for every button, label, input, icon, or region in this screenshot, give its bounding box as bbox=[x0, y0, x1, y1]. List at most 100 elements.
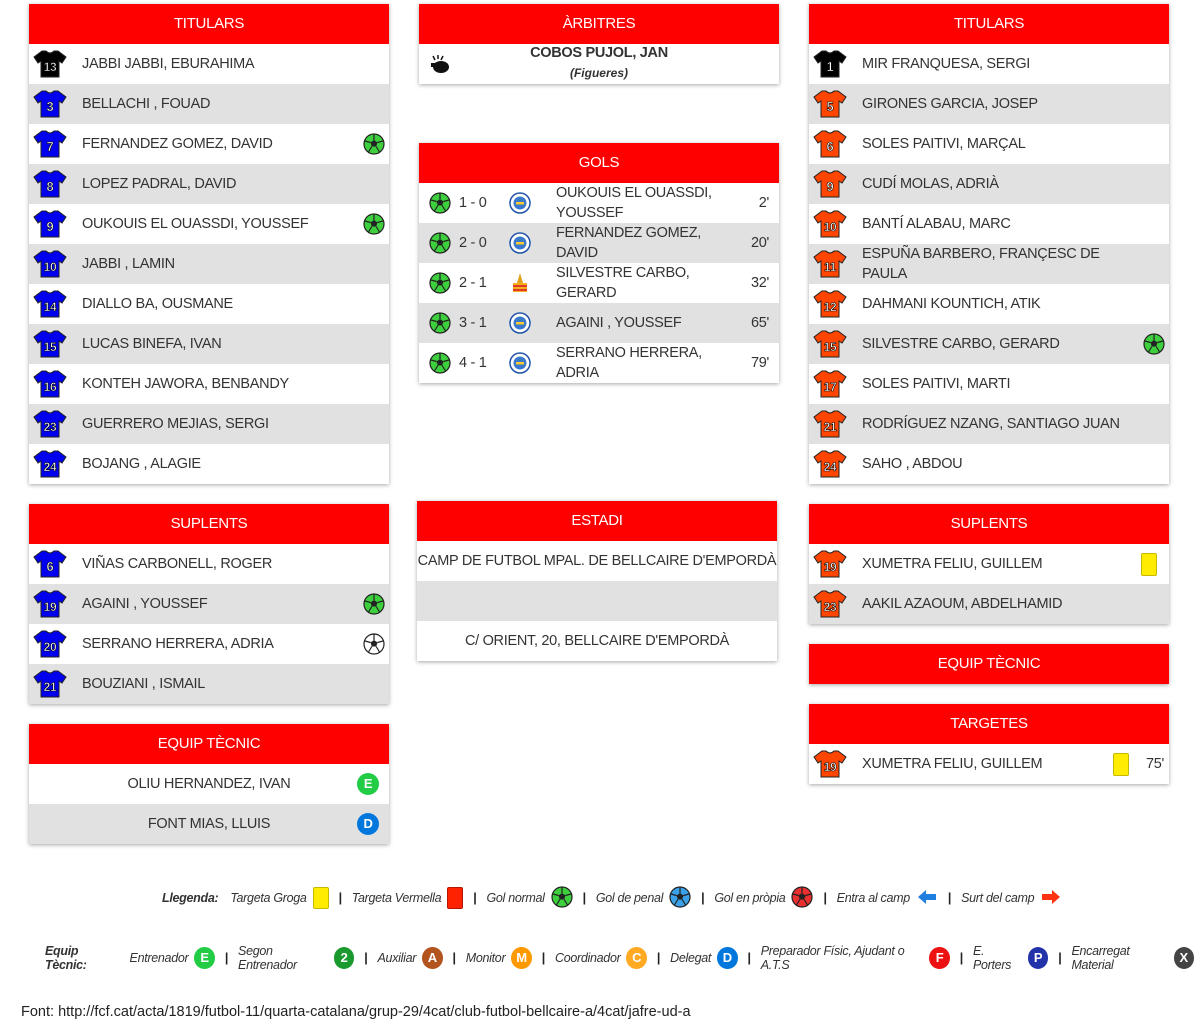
yellow-card-icon bbox=[1113, 753, 1129, 776]
player-row[interactable]: 19 XUMETRA FELIU, GUILLEM bbox=[809, 544, 1169, 584]
player-row[interactable]: 6 VIÑAS CARBONELL, ROGER bbox=[29, 544, 389, 584]
goal-minute: 20' bbox=[751, 235, 769, 251]
player-row[interactable]: 10 BANTÍ ALABAU, MARC bbox=[809, 204, 1169, 244]
player-name: CUDÍ MOLAS, ADRIÀ bbox=[862, 176, 999, 192]
player-row[interactable]: 21 BOUZIANI , ISMAIL bbox=[29, 664, 389, 704]
player-row[interactable]: 8 LOPEZ PADRAL, DAVID bbox=[29, 164, 389, 204]
player-name: RODRÍGUEZ NZANG, SANTIAGO JUAN bbox=[862, 416, 1120, 432]
legend-goal: Gol normal bbox=[486, 891, 545, 905]
svg-text:9: 9 bbox=[827, 179, 834, 194]
goals-header: GOLS bbox=[419, 143, 779, 183]
player-name: SILVESTRE CARBO, GERARD bbox=[862, 336, 1060, 352]
stadium-name-row: CAMP DE FUTBOL MPAL. DE BELLCAIRE D'EMPO… bbox=[417, 541, 777, 581]
legend-own-goal: Gol en pròpia bbox=[714, 891, 786, 905]
player-row[interactable]: 1 MIR FRANQUESA, SERGI bbox=[809, 44, 1169, 84]
legend: Llegenda: Targeta Groga | Targeta Vermel… bbox=[162, 885, 1062, 911]
stadium-blank-row bbox=[417, 581, 777, 621]
player-name: GUERRERO MEJIAS, SERGI bbox=[82, 416, 269, 432]
shirt-number-icon: 14 bbox=[33, 290, 67, 318]
separator: | bbox=[473, 891, 477, 905]
player-name: JABBI JABBI, EBURAHIMA bbox=[82, 56, 255, 72]
separator: | bbox=[224, 951, 229, 965]
shirt-number-icon: 11 bbox=[813, 250, 847, 278]
player-name: BOUZIANI , ISMAIL bbox=[82, 676, 206, 692]
staff-legend-text: Auxiliar bbox=[377, 951, 417, 965]
away-titulars-list: 1 MIR FRANQUESA, SERGI 5 GIRONES GARCIA, JO… bbox=[809, 44, 1169, 484]
player-name: SOLES PAITIVI, MARTI bbox=[862, 376, 1011, 392]
goal-row[interactable]: 2 - 0 FERNANDEZ GOMEZ, DAVID 20' bbox=[419, 223, 779, 263]
shirt-number-icon: 8 bbox=[33, 170, 67, 198]
player-row[interactable]: 17 SOLES PAITIVI, MARTI bbox=[809, 364, 1169, 404]
player-row[interactable]: 9 CUDÍ MOLAS, ADRIÀ bbox=[809, 164, 1169, 204]
player-name: MIR FRANQUESA, SERGI bbox=[862, 56, 1031, 72]
card-minute: 75' bbox=[1146, 756, 1164, 772]
goal-scorer: SERRANO HERRERA, ADRIA bbox=[556, 345, 702, 381]
referee-row[interactable]: COBOS PUJOL, JAN (Figueres) bbox=[419, 44, 779, 84]
goal-score: 1 - 0 bbox=[459, 195, 487, 211]
player-row[interactable]: 6 SOLES PAITIVI, MARÇAL bbox=[809, 124, 1169, 164]
stadium-header: ESTADI bbox=[417, 501, 777, 541]
player-row[interactable]: 5 GIRONES GARCIA, JOSEP bbox=[809, 84, 1169, 124]
entrenador-badge-icon: E bbox=[357, 773, 379, 795]
player-row[interactable]: 23 GUERRERO MEJIAS, SERGI bbox=[29, 404, 389, 444]
team-crest-icon bbox=[509, 192, 531, 214]
svg-text:11: 11 bbox=[824, 260, 837, 274]
player-row[interactable]: 14 DIALLO BA, OUSMANE bbox=[29, 284, 389, 324]
goal-ball-icon bbox=[429, 312, 451, 334]
player-row[interactable]: 13 JABBI JABBI, EBURAHIMA bbox=[29, 44, 389, 84]
goal-row[interactable]: 3 - 1 AGAINI , YOUSSEF 65' bbox=[419, 303, 779, 343]
player-row[interactable]: 15 SILVESTRE CARBO, GERARD bbox=[809, 324, 1169, 364]
player-name: ESPUÑA BARBERO, FRANÇESC DE PAULA bbox=[862, 246, 1100, 282]
staff-role-badge-icon: E bbox=[194, 947, 215, 969]
shirt-number-icon: 3 bbox=[33, 90, 67, 118]
goal-ball-icon bbox=[429, 232, 451, 254]
card-row[interactable]: 19 XUMETRA FELIU, GUILLEM 75' bbox=[809, 744, 1169, 784]
staff-legend-text: Monitor bbox=[465, 951, 506, 965]
staff-role-badge-icon: D bbox=[717, 947, 738, 969]
own-goal-ball-icon bbox=[791, 885, 814, 911]
staff-row[interactable]: FONT MIAS, LLUIS D bbox=[29, 804, 389, 844]
team-crest-icon bbox=[509, 312, 531, 334]
staff-row[interactable]: OLIU HERNANDEZ, IVAN E bbox=[29, 764, 389, 804]
player-row[interactable]: 7 FERNANDEZ GOMEZ, DAVID bbox=[29, 124, 389, 164]
staff-role-badge-icon: F bbox=[929, 947, 950, 969]
staff-role-badge-icon: A bbox=[422, 947, 443, 969]
shirt-number-icon: 19 bbox=[33, 590, 67, 618]
source-link[interactable]: Font: http://fcf.cat/acta/1819/futbol-11… bbox=[21, 1004, 691, 1020]
staff-legend-label: Equip Tècnic: bbox=[45, 944, 87, 972]
stadium-panel: ESTADI CAMP DE FUTBOL MPAL. DE BELLCAIRE… bbox=[417, 501, 777, 661]
player-row[interactable]: 9 OUKOUIS EL OUASSDI, YOUSSEF bbox=[29, 204, 389, 244]
player-row[interactable]: 23 AAKIL AZAOUM, ABDELHAMID bbox=[809, 584, 1169, 624]
player-name: AAKIL AZAOUM, ABDELHAMID bbox=[862, 596, 1063, 612]
legend-red-card: Targeta Vermella bbox=[351, 891, 442, 905]
player-row[interactable]: 20 SERRANO HERRERA, ADRIA bbox=[29, 624, 389, 664]
player-row[interactable]: 3 BELLACHI , FOUAD bbox=[29, 84, 389, 124]
goal-row[interactable]: 4 - 1 SERRANO HERRERA, ADRIA 79' bbox=[419, 343, 779, 383]
legend-sub-in: Entra al camp bbox=[836, 891, 911, 905]
player-row[interactable]: 24 SAHO , ABDOU bbox=[809, 444, 1169, 484]
staff-legend-text: Delegat bbox=[670, 951, 712, 965]
player-row[interactable]: 21 RODRÍGUEZ NZANG, SANTIAGO JUAN bbox=[809, 404, 1169, 444]
player-row[interactable]: 19 AGAINI , YOUSSEF bbox=[29, 584, 389, 624]
player-name: JABBI , LAMIN bbox=[82, 256, 175, 272]
team-crest-icon bbox=[509, 352, 531, 374]
goal-row[interactable]: 2 - 1 SILVESTRE CARBO, GERARD 32' bbox=[419, 263, 779, 303]
away-titulars-panel: TITULARS 1 MIR FRANQUESA, SERGI 5 GIRONES G… bbox=[809, 4, 1169, 484]
goal-scorer: AGAINI , YOUSSEF bbox=[556, 315, 682, 331]
player-row[interactable]: 15 LUCAS BINEFA, IVAN bbox=[29, 324, 389, 364]
staff-legend-text: Entrenador bbox=[129, 951, 189, 965]
referees-panel: ÀRBITRES COBOS PUJOL, JAN (Figueres) bbox=[419, 4, 779, 84]
player-row[interactable]: 12 DAHMANI KOUNTICH, ATIK bbox=[809, 284, 1169, 324]
player-row[interactable]: 10 JABBI , LAMIN bbox=[29, 244, 389, 284]
shirt-number-icon: 7 bbox=[33, 130, 67, 158]
svg-text:12: 12 bbox=[824, 300, 837, 314]
goals-list: 1 - 0 OUKOUIS EL OUASSDI, YOUSSEF 2' 2 - 0 F… bbox=[419, 183, 779, 383]
separator: | bbox=[947, 891, 952, 905]
player-row[interactable]: 24 BOJANG , ALAGIE bbox=[29, 444, 389, 484]
player-row[interactable]: 16 KONTEH JAWORA, BENBANDY bbox=[29, 364, 389, 404]
goal-ball-icon bbox=[363, 133, 385, 155]
shirt-number-icon: 10 bbox=[813, 210, 847, 238]
penalty-ball-icon bbox=[669, 885, 691, 911]
player-row[interactable]: 11 ESPUÑA BARBERO, FRANÇESC DE PAULA bbox=[809, 244, 1169, 284]
goal-row[interactable]: 1 - 0 OUKOUIS EL OUASSDI, YOUSSEF 2' bbox=[419, 183, 779, 223]
